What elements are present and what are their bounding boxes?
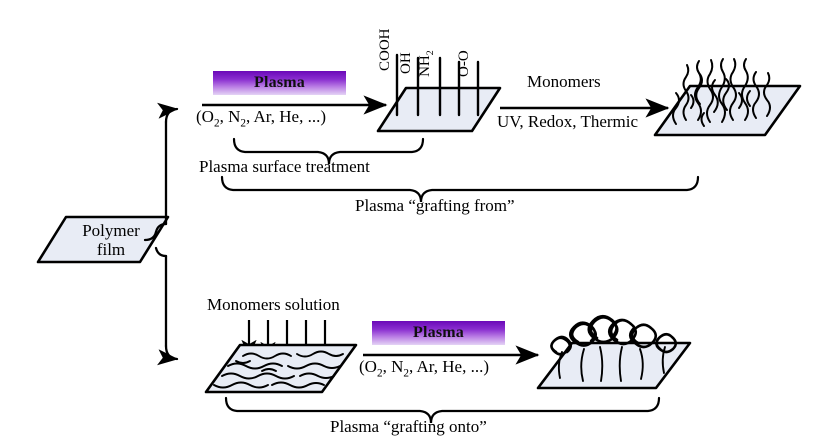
top-gas-label: (O2, N2, Ar, He, ...) <box>196 108 326 130</box>
brace-label-plasma-grafting-onto: Plasma “grafting onto” <box>330 417 487 436</box>
monomers-solution-label: Monomers solution <box>207 295 340 314</box>
top-initiation-label: UV, Redox, Thermic <box>497 112 639 131</box>
grafted-onto-stems <box>557 346 666 382</box>
bottom-gas-label: (O2, N2, Ar, He, ...) <box>359 358 489 380</box>
bottom-plasma-bar: Plasma <box>372 321 505 345</box>
gas-rest: , Ar, He, ...) <box>245 107 327 126</box>
brace-plasma-surface-treatment <box>232 137 425 165</box>
functional-group-label-cooh: COOH <box>377 28 393 71</box>
nh2-subscript: 2 <box>425 50 437 56</box>
grafted-onto-coils <box>550 314 678 356</box>
gas-mid: , N <box>219 107 241 126</box>
top-monomers-label: Monomers <box>527 72 601 91</box>
bottom-plasma-label: Plasma <box>413 324 464 341</box>
gas-open-2: (O <box>359 357 377 376</box>
brace-plasma-grafting-from <box>220 175 700 203</box>
grafted-from-surface-shape <box>653 58 802 137</box>
polymer-film-label-line1: Polymer <box>82 221 140 240</box>
polymer-film-label-line2: film <box>96 240 126 259</box>
gas-sub-2: 2 <box>240 117 246 130</box>
top-plasma-bar: Plasma <box>213 71 346 95</box>
functional-group-label-oo: O-O <box>456 50 472 77</box>
monomer-coated-surface-shape <box>204 343 358 394</box>
gas-sub-1: 2 <box>213 117 220 130</box>
treated-surface-shape <box>376 53 502 133</box>
grafted-onto-surface-shape <box>536 314 692 390</box>
flat-monomer-squiggles <box>213 350 344 389</box>
polymer-film-shape <box>36 215 170 264</box>
gas-sub-4: 2 <box>403 367 409 380</box>
functional-group-label-oh: OH <box>398 52 414 74</box>
gas-open: (O <box>196 107 214 126</box>
top-plasma-label: Plasma <box>254 74 305 91</box>
gas-sub-3: 2 <box>376 367 383 380</box>
gas-mid-2: , N <box>382 357 404 376</box>
functional-group-label-nh2: NH2 <box>417 50 437 77</box>
brace-plasma-grafting-onto <box>224 396 661 424</box>
nh2-base: NH <box>417 55 434 77</box>
functional-group-sticks <box>395 53 480 117</box>
grafted-from-chains <box>672 58 771 127</box>
brace-label-plasma-grafting-from: Plasma “grafting from” <box>355 196 515 215</box>
source-split-brace <box>143 102 179 366</box>
polymer-film-label: Polymer film <box>56 222 166 258</box>
gas-rest-2: , Ar, He, ...) <box>408 357 490 376</box>
brace-label-plasma-surface-treatment: Plasma surface treatment <box>199 157 370 176</box>
